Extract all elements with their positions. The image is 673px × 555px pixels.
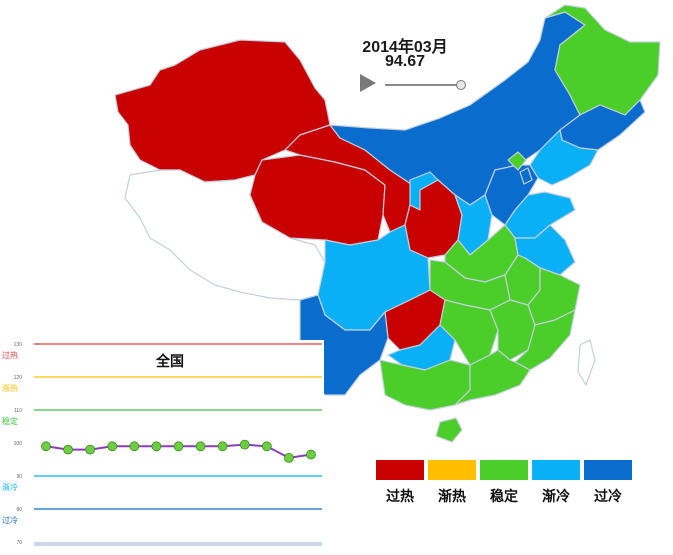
chart-point [239, 439, 250, 450]
legend-swatch [584, 460, 632, 480]
chart-point [85, 444, 96, 455]
status-legend: 过热 渐热 稳定 渐冷 过冷 [376, 460, 632, 510]
timeline-slider-track[interactable] [385, 84, 461, 86]
legend-label: 稳定 [490, 488, 518, 504]
legend-swatch [480, 460, 528, 480]
chart-x-axis [34, 542, 322, 546]
region-taiwan[interactable] [577, 339, 596, 386]
chart-point [217, 441, 228, 452]
chart-y-tick-label: 80 [16, 507, 22, 513]
region-hainan[interactable] [435, 417, 463, 443]
chart-point [41, 441, 51, 452]
chart-band-label: 过冷 [2, 515, 18, 525]
chart-y-tick-label: 130 [14, 342, 23, 348]
legend-label: 渐冷 [542, 488, 570, 504]
chart-y-tick-label: 70 [16, 540, 22, 546]
chart-point [173, 441, 184, 452]
legend-item-overheat: 过热 [376, 460, 424, 506]
chart-band-label: 稳定 [2, 416, 18, 426]
chart-point [284, 452, 294, 463]
legend-swatch [428, 460, 476, 480]
region-beijing[interactable] [507, 151, 527, 171]
region-guangdong[interactable] [454, 349, 531, 406]
legend-item-overcool: 过冷 [584, 460, 632, 506]
chart-band-label: 过热 [2, 350, 18, 360]
chart-points [41, 439, 316, 463]
chart-y-tick-label: 120 [14, 375, 23, 381]
legend-swatch [376, 460, 424, 480]
province-shapes [114, 4, 661, 443]
date-label: 2014年03月 [362, 39, 448, 56]
chart-band-label: 渐冷 [2, 482, 18, 492]
legend-label: 过冷 [594, 488, 622, 504]
legend-label: 渐热 [438, 488, 466, 504]
chart-y-ticks: 70 80 90 100 110 120 130 [14, 342, 23, 546]
chart-y-tick-label: 90 [16, 474, 22, 480]
legend-item-stable: 稳定 [480, 460, 528, 506]
chart-y-tick-label: 110 [14, 408, 22, 414]
chart-point [195, 441, 206, 452]
chart-point [306, 449, 316, 460]
legend-label: 过热 [386, 488, 414, 504]
region-shaanxi[interactable] [404, 179, 463, 259]
legend-item-cooling: 渐冷 [532, 460, 580, 506]
chart-point [63, 444, 73, 455]
chart-point [129, 441, 140, 452]
chart-band-label: 渐热 [2, 383, 18, 393]
chart-point [261, 441, 272, 452]
play-button[interactable] [360, 74, 376, 92]
chart-y-tick-label: 100 [14, 441, 23, 447]
timeline-slider-thumb[interactable] [456, 80, 466, 90]
region-tianjin[interactable] [519, 167, 533, 185]
chart-point [107, 441, 118, 452]
chart-point [151, 441, 162, 452]
index-value: 94.67 [384, 53, 426, 70]
chart-title: 全国 [155, 353, 184, 369]
legend-item-warming: 渐热 [428, 460, 476, 506]
legend-swatch [532, 460, 580, 480]
